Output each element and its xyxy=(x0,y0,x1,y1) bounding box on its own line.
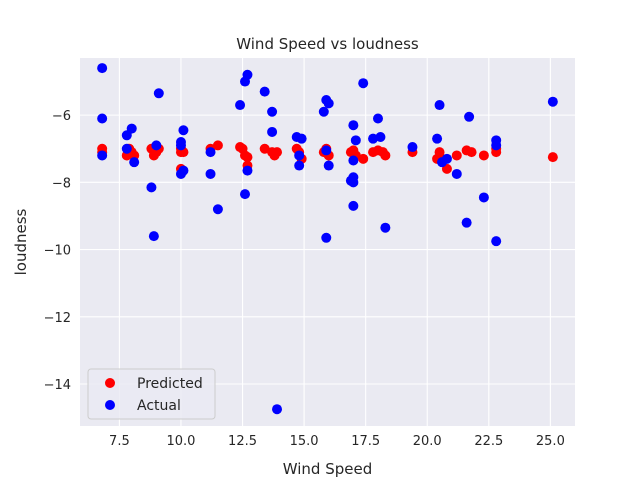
actual-point xyxy=(464,111,475,122)
actual-point xyxy=(323,98,334,109)
data-points xyxy=(97,63,558,415)
predicted-point xyxy=(466,147,477,158)
predicted-point xyxy=(380,150,391,161)
y-tick-label: −8 xyxy=(52,176,71,191)
actual-point xyxy=(348,177,359,188)
x-tick-label: 7.5 xyxy=(109,434,130,449)
actual-point xyxy=(478,192,489,203)
actual-point xyxy=(491,140,502,151)
predicted-point xyxy=(478,150,489,161)
actual-point xyxy=(153,88,164,99)
chart-title: Wind Speed vs loudness xyxy=(236,35,419,53)
actual-point xyxy=(175,140,186,151)
actual-point xyxy=(97,150,108,161)
actual-point xyxy=(547,96,558,107)
actual-point xyxy=(296,133,307,144)
actual-point xyxy=(491,236,502,247)
x-tick-label: 12.5 xyxy=(228,434,257,449)
actual-point xyxy=(407,142,418,153)
actual-point xyxy=(348,155,359,166)
actual-point xyxy=(97,113,108,124)
legend-marker-actual xyxy=(105,400,115,410)
actual-point xyxy=(148,231,159,242)
actual-point xyxy=(321,145,332,156)
x-tick-labels: 7.5 10.0 12.5 15.0 17.5 20.0 22.5 25.0 xyxy=(109,434,565,449)
legend: Predicted Actual xyxy=(87,368,216,420)
x-tick-label: 10.0 xyxy=(166,434,195,449)
x-tick-label: 20.0 xyxy=(413,434,442,449)
actual-point xyxy=(267,126,278,137)
actual-point xyxy=(205,168,216,179)
predicted-point xyxy=(212,140,223,151)
y-tick-labels: −6 −8 −10 −12 −14 xyxy=(44,109,71,393)
predicted-point xyxy=(451,150,462,161)
actual-point xyxy=(375,131,386,142)
x-tick-label: 15.0 xyxy=(290,434,319,449)
y-axis-label: loudness xyxy=(12,208,30,275)
actual-point xyxy=(151,140,162,151)
actual-point xyxy=(242,165,253,176)
actual-point xyxy=(272,404,283,415)
series-actual xyxy=(97,63,558,415)
predicted-point xyxy=(358,153,369,164)
actual-point xyxy=(97,63,108,74)
actual-point xyxy=(240,189,250,200)
actual-point xyxy=(294,150,305,161)
actual-point xyxy=(434,100,445,111)
actual-point xyxy=(121,143,132,154)
actual-point xyxy=(267,106,278,117)
actual-point xyxy=(235,100,246,111)
actual-point xyxy=(259,86,270,97)
grid-lines xyxy=(80,58,575,426)
y-tick-label: −10 xyxy=(44,244,71,259)
actual-point xyxy=(348,120,359,131)
y-tick-label: −6 xyxy=(52,109,71,124)
legend-label-predicted: Predicted xyxy=(137,376,203,392)
y-tick-label: −14 xyxy=(44,378,71,393)
x-tick-label: 25.0 xyxy=(536,434,565,449)
x-tick-label: 17.5 xyxy=(351,434,380,449)
actual-point xyxy=(461,217,472,228)
predicted-point xyxy=(242,152,253,163)
legend-marker-predicted xyxy=(105,378,115,388)
actual-point xyxy=(350,135,361,146)
actual-point xyxy=(294,160,305,171)
actual-point xyxy=(323,160,334,171)
actual-point xyxy=(178,125,189,136)
actual-point xyxy=(432,133,443,144)
actual-point xyxy=(372,113,383,124)
legend-box xyxy=(87,368,216,420)
y-tick-label: −12 xyxy=(44,311,71,326)
series-predicted xyxy=(97,140,558,174)
x-tick-label: 22.5 xyxy=(474,434,503,449)
actual-point xyxy=(126,123,137,134)
actual-point xyxy=(212,204,223,215)
actual-point xyxy=(451,168,462,179)
actual-point xyxy=(441,153,452,164)
x-axis-label: Wind Speed xyxy=(283,460,373,478)
actual-point xyxy=(358,78,369,89)
predicted-point xyxy=(547,152,558,163)
actual-point xyxy=(380,222,391,233)
actual-point xyxy=(178,165,189,176)
legend-label-actual: Actual xyxy=(137,398,181,414)
actual-point xyxy=(242,69,253,80)
actual-point xyxy=(129,157,140,168)
actual-point xyxy=(348,200,359,211)
predicted-point xyxy=(272,147,283,158)
actual-point xyxy=(146,182,157,193)
actual-point xyxy=(318,106,329,117)
actual-point xyxy=(205,147,216,158)
actual-point xyxy=(321,232,332,243)
